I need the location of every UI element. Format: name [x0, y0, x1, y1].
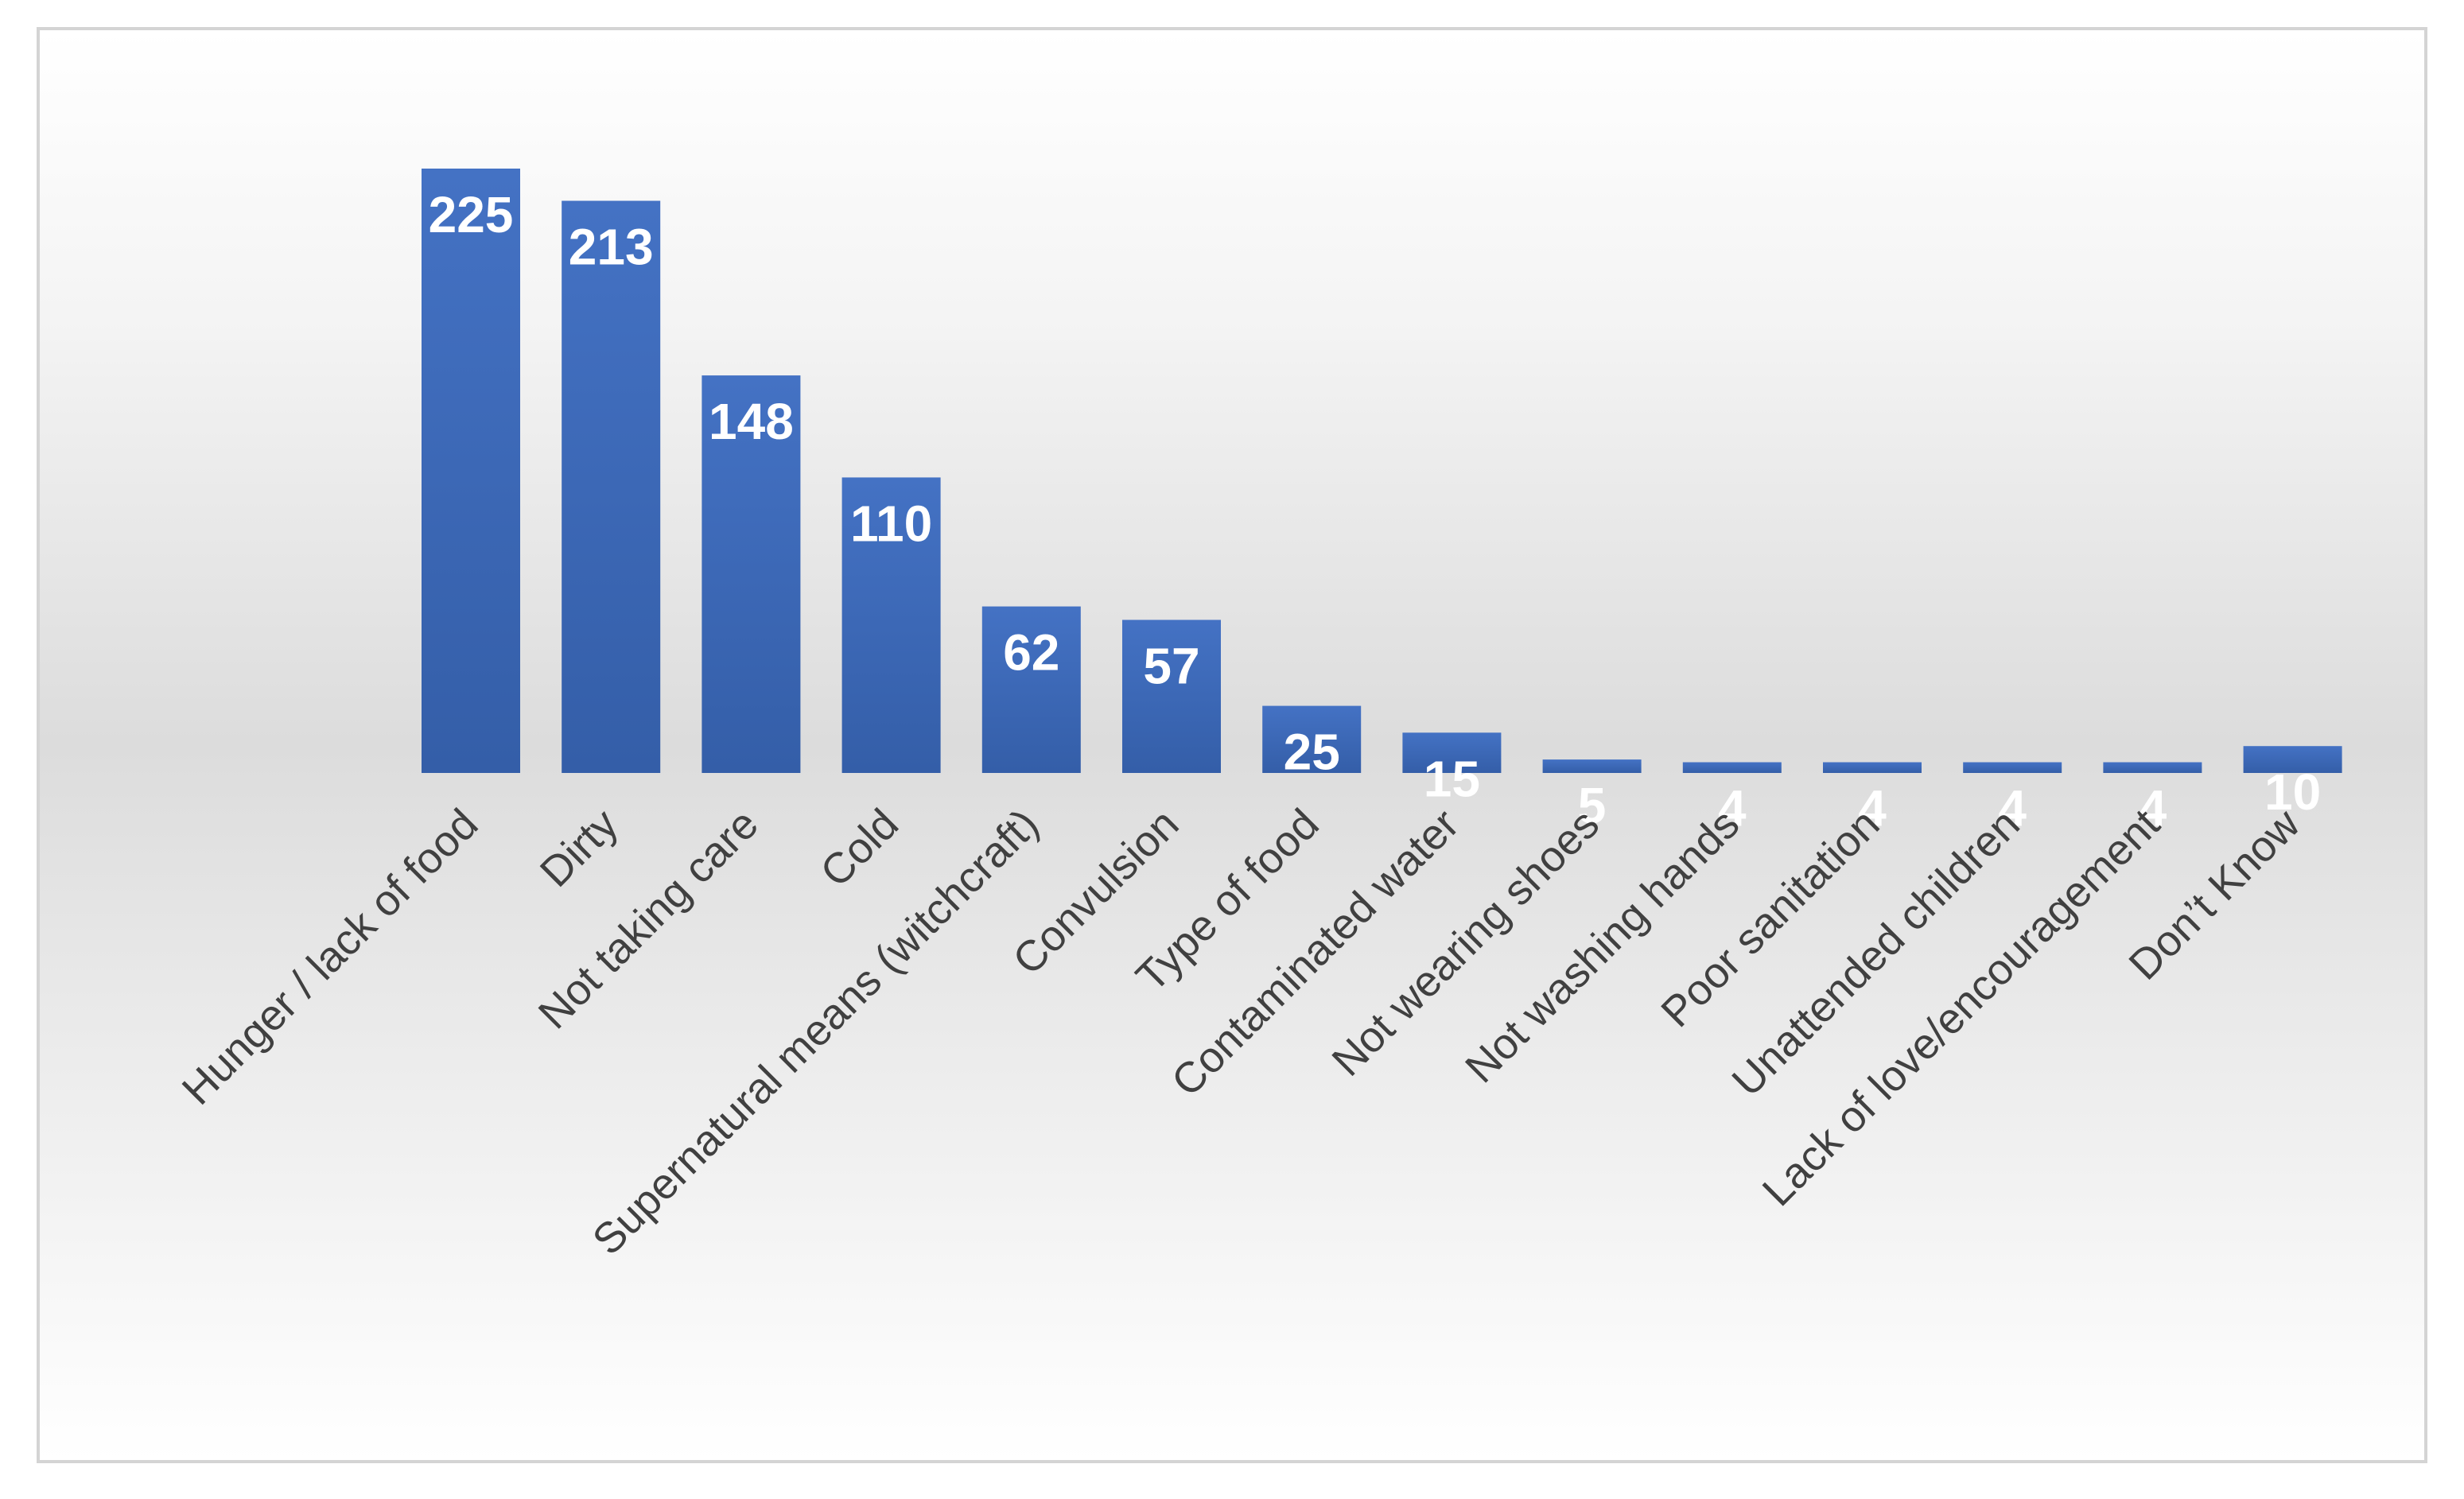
bar — [1963, 762, 2062, 773]
bar — [422, 169, 520, 773]
bar — [1682, 762, 1782, 773]
bar — [981, 606, 1081, 773]
bar-value-label: 148 — [709, 393, 794, 450]
bar — [1542, 759, 1642, 773]
bar — [702, 375, 801, 773]
bar-value-label: 4 — [2139, 780, 2167, 837]
bar — [2243, 746, 2342, 773]
bar-value-label: 110 — [850, 495, 932, 552]
bar-value-label: 25 — [1284, 724, 1340, 781]
bar — [1823, 762, 1922, 773]
bars-group — [422, 169, 2342, 773]
bar-value-label: 57 — [1143, 638, 1199, 695]
category-label: Dirty — [531, 800, 628, 896]
bar-value-label: 4 — [1998, 780, 2027, 837]
category-label: Supernatural means (witchcraft) — [584, 800, 1048, 1264]
bar-value-label: 62 — [1003, 624, 1059, 682]
category-label: Not washing hands — [1456, 800, 1748, 1092]
value-labels-group: 225 213 148 110 62 57 25 15 5 4 4 4 4 10 — [429, 186, 2322, 837]
category-label: Cold — [811, 800, 907, 896]
bar — [2103, 762, 2202, 773]
bar-value-label: 5 — [1578, 777, 1607, 834]
bar — [1122, 619, 1221, 773]
bar-value-label: 4 — [1858, 780, 1887, 837]
category-label: Not wearing shoes — [1323, 800, 1608, 1085]
bar — [1262, 705, 1362, 773]
bar-value-label: 225 — [429, 186, 514, 243]
bar-value-label: 15 — [1424, 750, 1480, 807]
bar-value-label: 4 — [1718, 780, 1747, 837]
bar — [1402, 732, 1502, 773]
category-label: Hunger / lack of food — [173, 800, 488, 1114]
bar — [841, 477, 941, 773]
bar — [562, 200, 661, 773]
bar-value-label: 213 — [569, 219, 654, 276]
bar-value-label: 10 — [2264, 763, 2321, 821]
